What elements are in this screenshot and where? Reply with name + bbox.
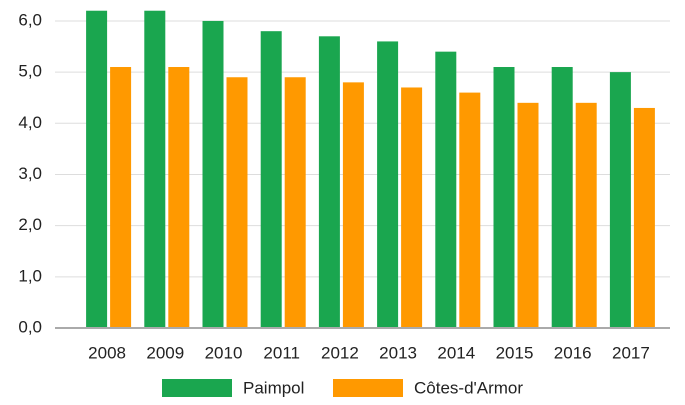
bar: [144, 10, 166, 328]
bar: [633, 107, 655, 328]
y-tick-label: 5,0: [18, 62, 42, 81]
y-tick-label: 0,0: [18, 317, 42, 336]
y-tick-label: 2,0: [18, 215, 42, 234]
x-tick-label: 2010: [205, 343, 243, 362]
y-tick-label: 3,0: [18, 164, 42, 183]
legend-label: Paimpol: [243, 378, 304, 397]
x-tick-label: 2011: [263, 343, 300, 362]
bar: [260, 31, 282, 328]
bar: [342, 82, 364, 328]
x-tick-label: 2012: [321, 343, 359, 362]
bar: [609, 72, 631, 328]
bar: [459, 92, 481, 328]
x-tick-label: 2014: [437, 343, 475, 362]
bar: [284, 77, 306, 328]
x-tick-label: 2009: [146, 343, 184, 362]
bar: [226, 77, 248, 328]
y-tick-label: 4,0: [18, 113, 42, 132]
bar: [435, 51, 457, 329]
bar: [493, 67, 515, 328]
bar: [551, 67, 573, 328]
x-tick-label: 2017: [612, 343, 650, 362]
x-tick-label: 2015: [496, 343, 534, 362]
x-tick-label: 2013: [379, 343, 417, 362]
bar: [318, 36, 340, 329]
bar: [377, 41, 399, 329]
legend-label: Côtes-d'Armor: [414, 378, 523, 397]
bar: [575, 102, 597, 328]
legend-swatch: [333, 379, 403, 397]
bar: [86, 10, 108, 328]
x-tick-label: 2008: [88, 343, 126, 362]
y-tick-label: 6,0: [18, 10, 42, 29]
y-tick-label: 1,0: [18, 266, 42, 285]
bar: [517, 102, 539, 328]
bar: [401, 87, 423, 328]
bar: [168, 67, 190, 328]
bar: [110, 67, 132, 328]
x-tick-label: 2016: [554, 343, 592, 362]
legend-swatch: [162, 379, 232, 397]
bar: [202, 20, 224, 328]
